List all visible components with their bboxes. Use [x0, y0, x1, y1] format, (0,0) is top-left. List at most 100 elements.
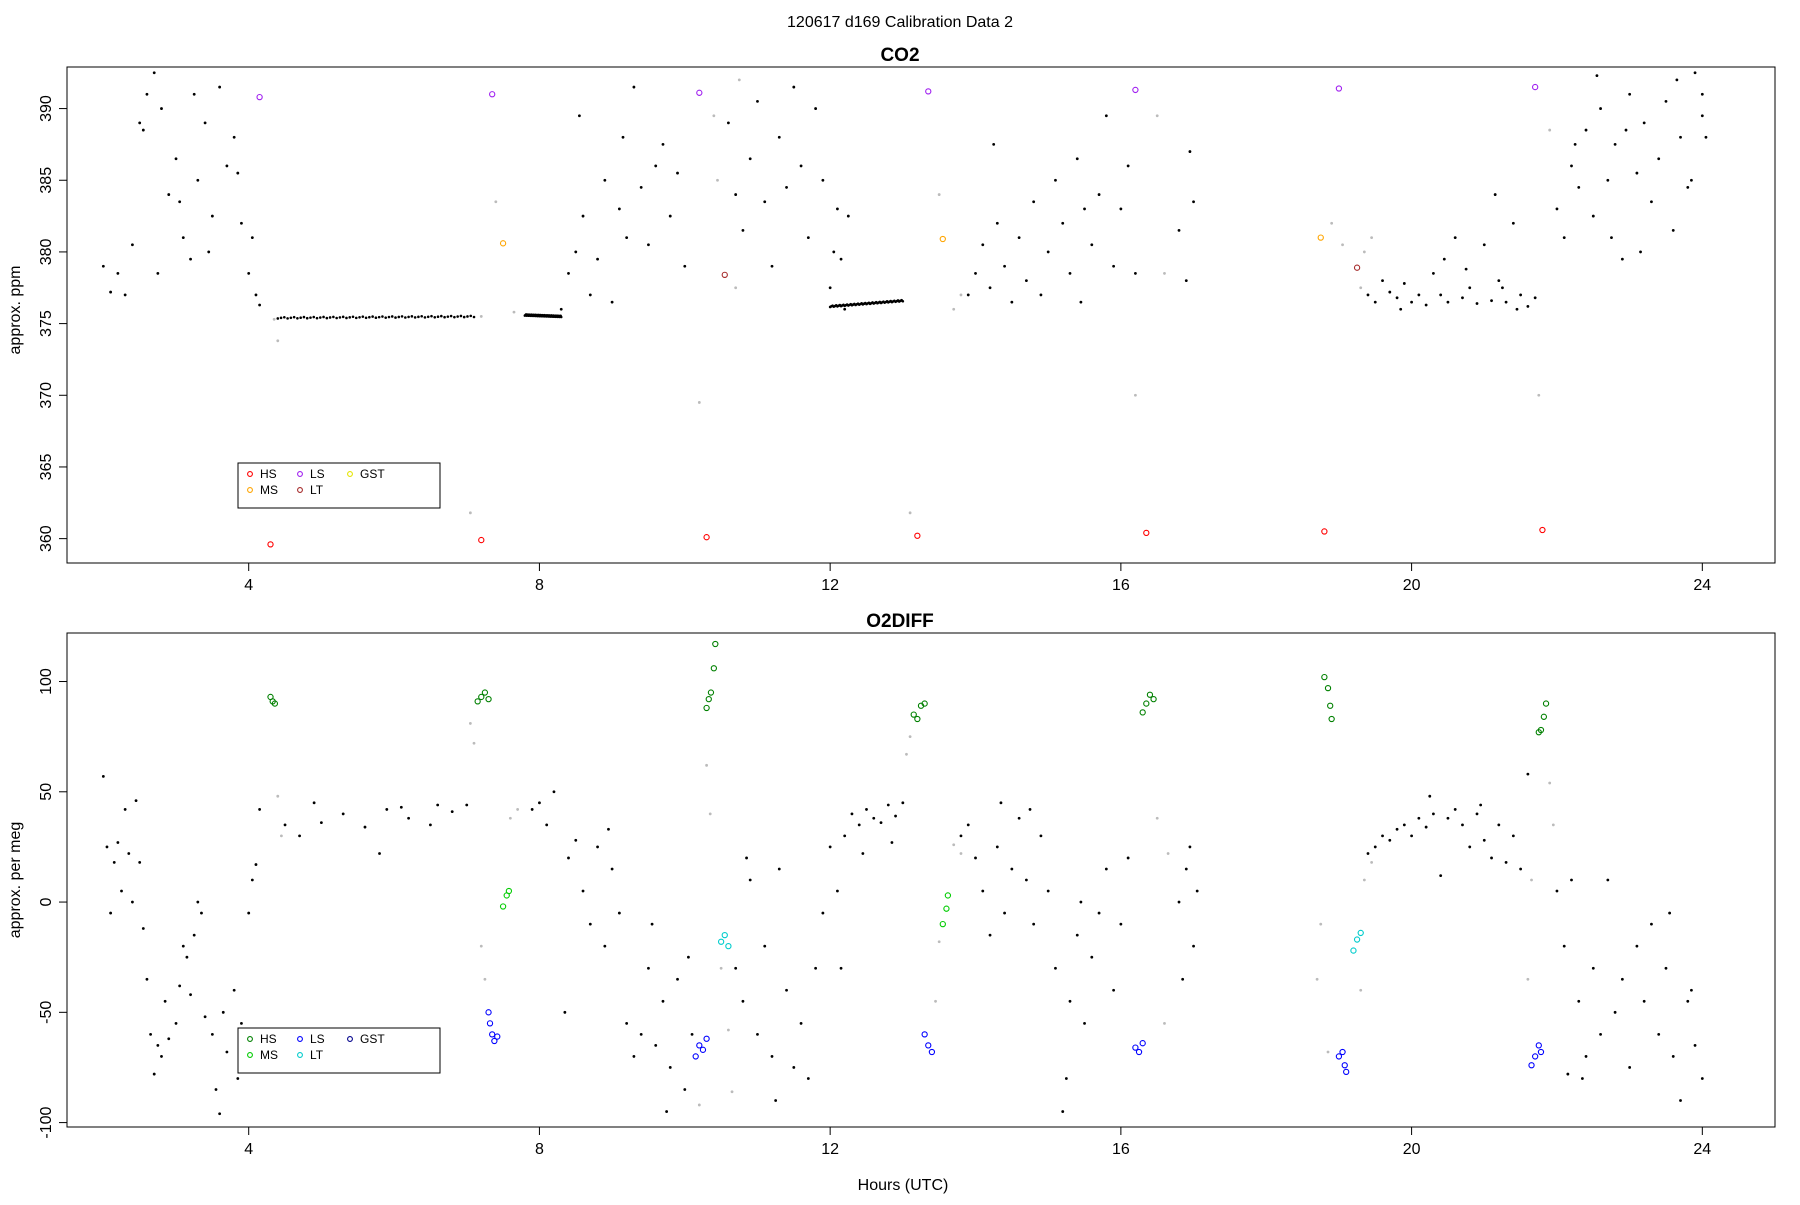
co2-ambient-point — [610, 300, 614, 304]
o2diff-ambient-point — [1519, 867, 1523, 871]
o2diff-ls-point — [921, 1031, 928, 1038]
co2-ambient-point — [141, 128, 145, 132]
co2-ambient-point — [1624, 128, 1628, 132]
o2diff-ambient-point — [167, 1037, 171, 1041]
co2-ambient-point — [225, 164, 229, 168]
co2-legend-label: HS — [260, 467, 277, 481]
o2diff-ambient-point — [894, 814, 897, 818]
co2-ambient-point — [966, 293, 970, 297]
o2diff-ambient-point — [650, 922, 654, 926]
co2-marks — [101, 71, 1708, 548]
o2diff-ambient-point — [959, 834, 963, 838]
co2-ambient-point — [174, 157, 178, 161]
co2-ambient-point — [578, 114, 581, 118]
co2-zero-flow-point — [443, 315, 446, 319]
o2diff-ambient-point — [806, 1077, 810, 1080]
co2-axes: 4 8 12 16 20 24 360 365 370 375 380 385 390 — [38, 95, 1711, 594]
co2-ls-point — [1532, 83, 1539, 91]
o2diff-ambient-point — [1192, 944, 1195, 948]
o2diff-ambient-point — [378, 852, 381, 855]
o2diff-series-flush — [276, 722, 1555, 1107]
co2-zero-flow-point — [407, 315, 410, 319]
o2diff-ambient-point — [399, 805, 403, 809]
o2diff-ambient-point — [1650, 922, 1653, 926]
o2diff-ambient-point — [828, 845, 832, 849]
o2diff-ambient-point — [1570, 878, 1573, 882]
o2diff-ambient-point — [254, 863, 258, 866]
o2diff-ambient-point — [1635, 944, 1639, 948]
co2-ambient-point — [741, 229, 745, 232]
co2-ambient-point — [1402, 282, 1406, 285]
o2diff-ambient-point — [1054, 966, 1057, 970]
o2diff-ambient-point — [687, 955, 690, 959]
o2diff-ambient-point — [1195, 889, 1199, 893]
co2-hs-point — [914, 532, 921, 539]
co2-flush-point — [737, 78, 741, 82]
co2-zero-flow-point — [315, 316, 319, 320]
co2-zero-flow-point — [397, 315, 401, 319]
co2-ambient-point — [1620, 257, 1624, 261]
co2-ambient-point — [1504, 300, 1508, 304]
co2-ambient-point — [207, 250, 211, 254]
co2-y-tick-label: 365 — [38, 454, 55, 481]
o2diff-legend-marker — [247, 1036, 253, 1042]
o2diff-hs-point — [1537, 726, 1545, 734]
o2diff-ambient-point — [319, 821, 323, 825]
o2diff-flush-point — [908, 735, 912, 739]
o2diff-ambient-point — [1381, 834, 1384, 838]
co2-ambient-point — [1373, 300, 1377, 304]
co2-legend-marker — [247, 487, 253, 493]
o2diff-ambient-point — [341, 812, 345, 816]
o2diff-x-tick-label: 12 — [821, 1141, 839, 1158]
o2diff-flush-point — [1166, 852, 1170, 855]
o2diff-ls-point — [1537, 1048, 1545, 1056]
co2-zero-flow-point — [335, 316, 338, 320]
co2-zero-flow-point — [449, 314, 453, 318]
co2-zero-flow-point — [292, 315, 296, 319]
co2-ambient-point — [145, 92, 149, 96]
co2-flush-point — [1359, 286, 1363, 290]
co2-flush-point — [1362, 250, 1366, 254]
co2-panel-title: CO2 — [880, 45, 919, 66]
co2-ambient-point — [1700, 92, 1704, 96]
o2diff-flush-point — [1362, 878, 1366, 882]
co2-ambient-point — [178, 200, 182, 204]
x-axis-label: Hours (UTC) — [858, 1177, 949, 1194]
co2-zero-flow-point — [410, 315, 414, 318]
co2-ambient-point — [1501, 286, 1504, 290]
co2-ambient-point — [1010, 300, 1014, 304]
o2diff-ambient-point — [770, 1055, 774, 1058]
o2diff-y-tick-label: 100 — [38, 668, 55, 695]
co2-ambient-point — [160, 107, 163, 110]
co2-ambient-point — [1399, 307, 1403, 311]
o2diff-series-ls — [485, 1009, 1545, 1076]
o2diff-ambient-point — [1461, 823, 1464, 827]
co2-ambient-point — [792, 85, 796, 89]
co2-ambient-point — [683, 264, 687, 268]
o2diff-ambient-point — [101, 774, 105, 778]
o2diff-ambient-point — [639, 1032, 643, 1036]
o2diff-ambient-point — [676, 977, 679, 981]
o2diff-ls-point — [692, 1053, 699, 1060]
o2diff-flush-point — [1530, 878, 1533, 882]
o2diff-ambient-point — [149, 1032, 152, 1036]
o2diff-ambient-point — [105, 845, 109, 849]
co2-ambient-point — [668, 214, 672, 218]
o2diff-ambient-point — [999, 801, 1003, 805]
o2diff-ambient-point — [567, 856, 570, 860]
co2-ambient-point — [836, 207, 839, 211]
o2diff-panel-title: O2DIFF — [866, 611, 934, 632]
o2diff-ambient-point — [632, 1055, 636, 1058]
o2diff-ambient-point — [763, 944, 767, 948]
o2diff-ambient-point — [886, 803, 890, 807]
co2-zero-flow-point — [387, 315, 391, 319]
o2diff-hs-point — [1150, 696, 1157, 703]
co2-ambient-point — [574, 250, 578, 254]
o2diff-ambient-point — [1417, 816, 1421, 820]
co2-x-tick-label: 20 — [1403, 577, 1421, 594]
o2diff-flush-point — [1326, 1050, 1330, 1054]
o2diff-hs-point — [485, 696, 492, 703]
o2diff-ambient-point — [240, 1021, 243, 1025]
o2diff-ls-point — [494, 1033, 501, 1040]
page-title: 120617 d169 Calibration Data 2 — [787, 14, 1013, 31]
